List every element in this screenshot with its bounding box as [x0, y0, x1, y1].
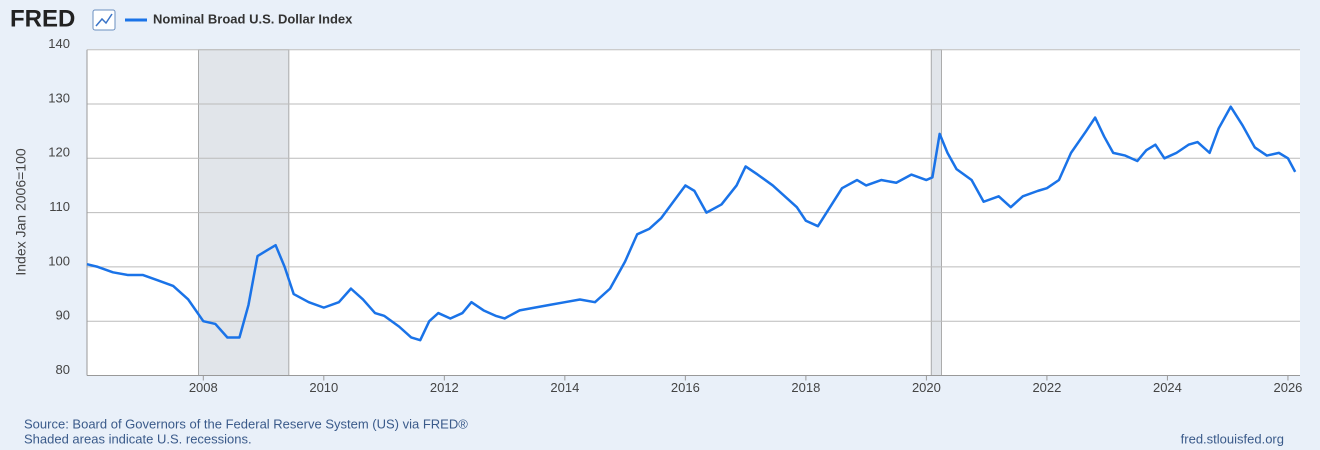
data-line: [86, 105, 1297, 342]
source: Source: Board of Governors of the Federa…: [24, 416, 468, 431]
x-tick-label: 2012: [430, 380, 459, 395]
legend-label: Nominal Broad U.S. Dollar Index: [153, 11, 353, 26]
y-tick-label: 80: [56, 362, 70, 377]
site: fred.stlouisfed.org: [1181, 431, 1284, 446]
y-tick-label: 100: [48, 253, 70, 268]
logo: FRED: [10, 5, 75, 32]
x-tick-label: 2018: [791, 380, 820, 395]
y-tick-label: 120: [48, 145, 70, 160]
y-axis-label: Index Jan 2006=100: [13, 148, 29, 275]
y-tick-label: 140: [48, 36, 70, 51]
note: Shaded areas indicate U.S. recessions.: [24, 431, 252, 446]
x-tick-label: 2026: [1273, 380, 1302, 395]
x-tick-label: 2022: [1032, 380, 1061, 395]
x-tick-label: 2016: [671, 380, 700, 395]
y-tick-label: 90: [56, 308, 70, 323]
x-tick-label: 2014: [550, 380, 579, 395]
y-tick-label: 130: [48, 90, 70, 105]
y-tick-label: 110: [49, 199, 70, 214]
x-tick-label: 2020: [912, 380, 941, 395]
x-tick-label: 2010: [309, 380, 338, 395]
logo-icon-line: [95, 13, 113, 27]
x-tick-label: 2024: [1153, 380, 1182, 395]
x-tick-label: 2008: [189, 380, 218, 395]
